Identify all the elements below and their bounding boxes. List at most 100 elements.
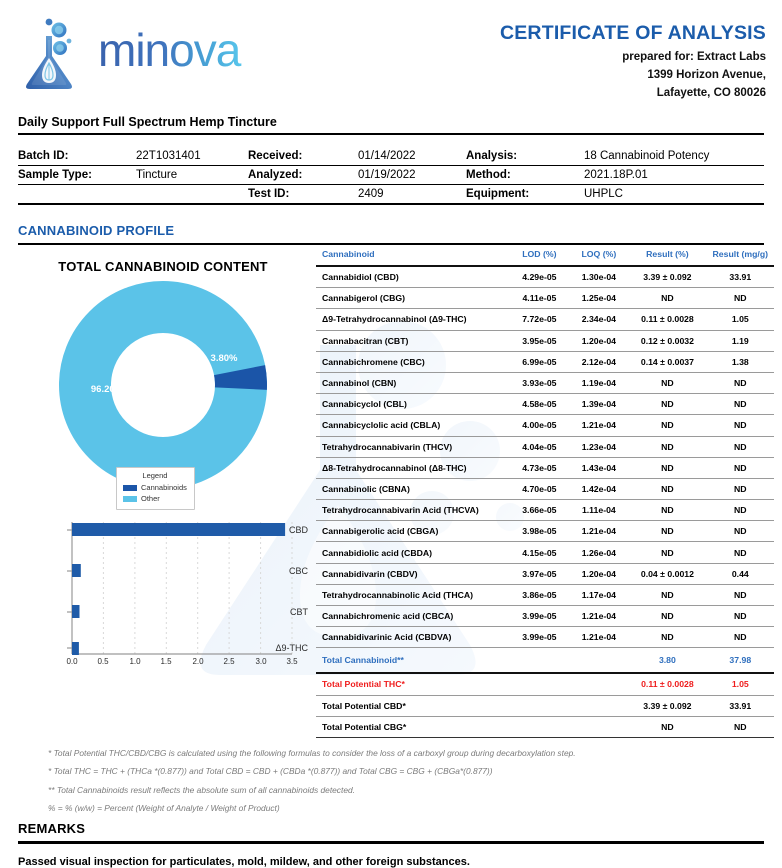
address-line-2: Lafayette, CO 80026 (656, 87, 766, 99)
sample-type-label: Sample Type: (18, 169, 92, 181)
cell-lod: 3.86e-05 (509, 584, 570, 607)
test-id-label: Test ID: (248, 188, 290, 200)
donut-chart-title: TOTAL CANNABINOID CONTENT (58, 259, 268, 274)
legend-item-other: Other (123, 494, 187, 505)
sample-type-value: Tincture (136, 169, 178, 181)
bar-xtick-6: 3.0 (255, 657, 267, 666)
table-row: Cannabidivarinic Acid (CBDVA) 3.99e-05 1.2… (316, 626, 774, 649)
cell-result-mgg: ND (706, 372, 774, 395)
page-header: minova CERTIFICATE OF ANALYSIS prepared … (0, 0, 782, 99)
table-row: Cannabigerolic acid (CBGA) 3.98e-05 1.21e-… (316, 520, 774, 543)
table-row: Cannabidiolic acid (CBDA) 4.15e-05 1.26e-0… (316, 541, 774, 564)
cell-result-mgg: ND (706, 457, 774, 479)
table-row: Cannabacitran (CBT) 3.95e-05 1.20e-04 0.12 … (316, 330, 774, 352)
footnote: * Total Potential THC/CBD/CBG is calcula… (48, 747, 576, 758)
cell-lod (509, 716, 570, 738)
cell-loq: 1.30e-04 (569, 266, 629, 289)
charts-column: TOTAL CANNABINOID CONTENT 3.80% 96.20% L… (18, 245, 308, 738)
cell-loq: 1.20e-04 (569, 563, 629, 585)
cell-lod: 4.11e-05 (509, 287, 570, 310)
donut-chart: 3.80% 96.20% (18, 280, 308, 490)
received-value: 01/14/2022 (358, 150, 416, 162)
cell-result-pct: ND (628, 478, 707, 501)
bar-category-label-cbd: CBD (288, 525, 308, 535)
cell-result-mgg: 33.91 (706, 695, 774, 717)
remarks-heading: REMARKS (18, 821, 764, 845)
cell-loq: 1.17e-04 (569, 584, 629, 607)
legend-title: Legend (142, 471, 168, 480)
cell-result-pct: 3.39 ± 0.092 (628, 695, 707, 717)
bar-xtick-3: 1.5 (160, 657, 172, 666)
cell-result-pct: ND (628, 541, 707, 564)
equipment-value: UHPLC (584, 188, 623, 200)
footnotes: * Total Potential THC/CBD/CBG is calcula… (48, 748, 764, 814)
col-header-loq: LOQ (%) (581, 249, 617, 259)
cell-loq: 1.39e-04 (569, 393, 629, 416)
cell-lod: 4.04e-05 (509, 436, 570, 458)
footnote: % = % (w/w) = Percent (Weight of Analyte… (48, 802, 280, 813)
cell-result-pct: 0.11 ± 0.0028 (628, 308, 707, 331)
cell-result-mgg: ND (706, 626, 774, 649)
cell-name: Cannabidivarinic Acid (CBDVA) (316, 626, 510, 649)
received-label: Received: (248, 150, 303, 162)
cannabinoid-table-body: Cannabidiol (CBD) 4.29e-05 1.30e-04 3.39 ± … (316, 266, 774, 738)
equipment-label: Equipment: (466, 188, 530, 200)
cell-result-pct: ND (628, 520, 707, 543)
cell-name: Cannabinolic (CBNA) (316, 478, 510, 501)
cell-name: Cannabacitran (CBT) (316, 330, 510, 352)
cell-name: Tetrahydrocannabinolic Acid (THCA) (316, 584, 510, 607)
cell-name: Tetrahydrocannabivarin Acid (THCVA) (316, 499, 510, 522)
cell-loq: 1.11e-04 (569, 499, 629, 522)
cell-lod: 3.99e-05 (509, 605, 570, 628)
brand-wordmark: minova (98, 25, 270, 79)
batch-id-label: Batch ID: (18, 150, 69, 162)
table-row: Tetrahydrocannabinolic Acid (THCA) 3.86e-… (316, 584, 774, 607)
cell-result-mgg: ND (706, 520, 774, 543)
cell-result-mgg: ND (706, 436, 774, 458)
bar-xtick-2: 1.0 (129, 657, 141, 666)
cell-lod: 4.58e-05 (509, 393, 570, 416)
cell-loq: 1.21e-04 (569, 414, 629, 437)
bar-category-label-cbt: CBT (290, 607, 308, 617)
cannabinoid-table: Cannabinoid LOD (%) LOQ (%) Result (%) R… (316, 245, 774, 738)
info-row: Batch ID: 22T1031401 Received: 01/14/202… (18, 147, 764, 166)
cell-result-mgg: ND (706, 393, 774, 416)
cell-result-pct: ND (628, 372, 707, 395)
section-title: CANNABINOID PROFILE (18, 223, 175, 238)
cannabinoid-table-wrap: Cannabinoid LOD (%) LOQ (%) Result (%) R… (316, 245, 774, 738)
bar-category-label-cbc: CBC (288, 566, 308, 576)
flask-bubbles-leaf-icon (18, 14, 94, 90)
cell-result-pct: ND (628, 584, 707, 607)
cell-result-pct: ND (628, 626, 707, 649)
cell-lod (509, 673, 570, 696)
donut-slice-label-cannabinoids: 3.80% (211, 353, 238, 364)
bar-xtick-4: 2.0 (192, 657, 204, 666)
cell-result-mgg: 1.19 (706, 330, 774, 352)
cell-lod: 7.72e-05 (509, 308, 570, 331)
footnote: * Total THC = THC + (THCa *(0.877)) and … (48, 766, 493, 777)
cell-name: Cannabichromenic acid (CBCA) (316, 605, 510, 628)
cell-result-pct: ND (628, 605, 707, 628)
col-header-lod: LOD (%) (522, 249, 557, 259)
table-row: Cannabidivarin (CBDV) 3.97e-05 1.20e-04 0.0… (316, 563, 774, 585)
address-line-1: 1399 Horizon Avenue, (647, 69, 766, 81)
cell-lod: 3.66e-05 (509, 499, 570, 522)
cell-name: Cannabigerol (CBG) (316, 287, 510, 310)
col-header-result-mgg: Result (mg/g) (712, 249, 769, 259)
cell-result-mgg: ND (706, 584, 774, 607)
batch-id-value: 22T1031401 (136, 150, 201, 162)
cell-lod: 4.29e-05 (509, 266, 570, 289)
cell-result-pct: 3.80 (628, 647, 707, 675)
cell-result-pct: ND (628, 499, 707, 522)
table-total-row: Total Potential CBD* 3.39 ± 0.092 33.91 (316, 695, 774, 717)
table-total-row: Total Potential THC* 0.11 ± 0.0028 1.05 (316, 673, 774, 696)
table-row: Tetrahydrocannabivarin Acid (THCVA) 3.66e… (316, 499, 774, 522)
bar-xtick-0: 0.0 (66, 657, 78, 666)
cell-loq: 2.34e-04 (569, 308, 629, 331)
section-divider (18, 243, 764, 245)
cell-name: Total Cannabinoid** (316, 647, 510, 675)
table-row: Cannabinol (CBN) 3.93e-05 1.19e-04 ND ND (316, 372, 774, 395)
bar-xtick-1: 0.5 (97, 657, 109, 666)
cell-loq (569, 695, 629, 717)
